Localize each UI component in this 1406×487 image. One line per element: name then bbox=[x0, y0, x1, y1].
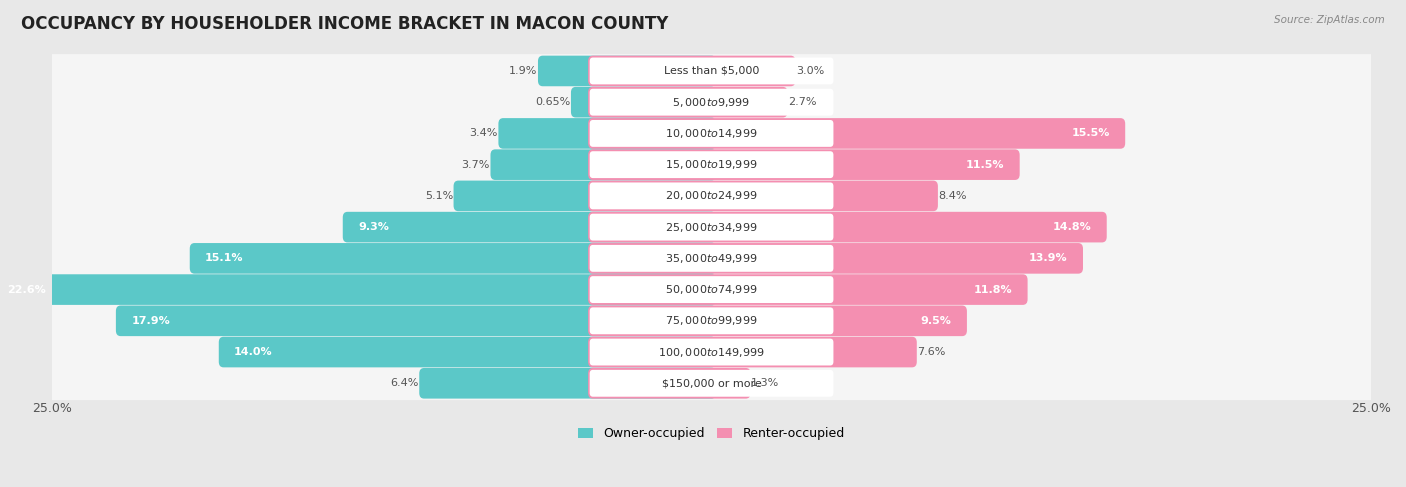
Text: 17.9%: 17.9% bbox=[131, 316, 170, 326]
FancyBboxPatch shape bbox=[45, 366, 1378, 400]
FancyBboxPatch shape bbox=[588, 181, 938, 211]
Text: 11.8%: 11.8% bbox=[974, 284, 1012, 295]
FancyBboxPatch shape bbox=[45, 85, 1378, 119]
Text: 3.4%: 3.4% bbox=[470, 129, 498, 138]
Text: 15.1%: 15.1% bbox=[205, 253, 243, 263]
Text: $75,000 to $99,999: $75,000 to $99,999 bbox=[665, 314, 758, 327]
FancyBboxPatch shape bbox=[219, 337, 716, 367]
FancyBboxPatch shape bbox=[588, 337, 917, 367]
Text: Source: ZipAtlas.com: Source: ZipAtlas.com bbox=[1274, 15, 1385, 25]
Text: $150,000 or more: $150,000 or more bbox=[662, 378, 762, 388]
FancyBboxPatch shape bbox=[45, 148, 1378, 182]
FancyBboxPatch shape bbox=[588, 212, 1107, 243]
FancyBboxPatch shape bbox=[45, 242, 1378, 275]
FancyBboxPatch shape bbox=[589, 89, 834, 115]
Text: 0.65%: 0.65% bbox=[536, 97, 571, 107]
FancyBboxPatch shape bbox=[0, 274, 716, 305]
FancyBboxPatch shape bbox=[589, 151, 834, 178]
Text: 13.9%: 13.9% bbox=[1029, 253, 1067, 263]
FancyBboxPatch shape bbox=[491, 150, 716, 180]
Text: OCCUPANCY BY HOUSEHOLDER INCOME BRACKET IN MACON COUNTY: OCCUPANCY BY HOUSEHOLDER INCOME BRACKET … bbox=[21, 15, 668, 33]
Text: 9.3%: 9.3% bbox=[359, 222, 389, 232]
Text: 14.8%: 14.8% bbox=[1053, 222, 1091, 232]
Text: 1.9%: 1.9% bbox=[509, 66, 537, 76]
FancyBboxPatch shape bbox=[45, 304, 1378, 337]
FancyBboxPatch shape bbox=[538, 56, 716, 86]
Text: 3.0%: 3.0% bbox=[796, 66, 824, 76]
FancyBboxPatch shape bbox=[589, 57, 834, 84]
FancyBboxPatch shape bbox=[498, 118, 716, 149]
Text: $15,000 to $19,999: $15,000 to $19,999 bbox=[665, 158, 758, 171]
Text: 11.5%: 11.5% bbox=[966, 160, 1004, 169]
FancyBboxPatch shape bbox=[588, 87, 787, 117]
FancyBboxPatch shape bbox=[589, 276, 834, 303]
FancyBboxPatch shape bbox=[588, 150, 1019, 180]
Text: $35,000 to $49,999: $35,000 to $49,999 bbox=[665, 252, 758, 265]
FancyBboxPatch shape bbox=[589, 307, 834, 334]
FancyBboxPatch shape bbox=[45, 116, 1378, 150]
Text: 5.1%: 5.1% bbox=[425, 191, 453, 201]
Text: 2.7%: 2.7% bbox=[787, 97, 817, 107]
Text: 8.4%: 8.4% bbox=[938, 191, 967, 201]
Text: 7.6%: 7.6% bbox=[917, 347, 946, 357]
Text: 22.6%: 22.6% bbox=[7, 284, 46, 295]
Text: $50,000 to $74,999: $50,000 to $74,999 bbox=[665, 283, 758, 296]
FancyBboxPatch shape bbox=[45, 210, 1378, 244]
Text: 1.3%: 1.3% bbox=[751, 378, 779, 388]
FancyBboxPatch shape bbox=[190, 243, 716, 274]
Text: $10,000 to $14,999: $10,000 to $14,999 bbox=[665, 127, 758, 140]
Text: 15.5%: 15.5% bbox=[1071, 129, 1109, 138]
Text: $20,000 to $24,999: $20,000 to $24,999 bbox=[665, 189, 758, 203]
FancyBboxPatch shape bbox=[589, 120, 834, 147]
Text: $100,000 to $149,999: $100,000 to $149,999 bbox=[658, 346, 765, 358]
FancyBboxPatch shape bbox=[588, 305, 967, 336]
FancyBboxPatch shape bbox=[588, 56, 796, 86]
FancyBboxPatch shape bbox=[589, 214, 834, 241]
FancyBboxPatch shape bbox=[588, 243, 1083, 274]
FancyBboxPatch shape bbox=[588, 368, 751, 398]
Text: $25,000 to $34,999: $25,000 to $34,999 bbox=[665, 221, 758, 234]
FancyBboxPatch shape bbox=[571, 87, 716, 117]
FancyBboxPatch shape bbox=[45, 179, 1378, 213]
FancyBboxPatch shape bbox=[588, 274, 1028, 305]
FancyBboxPatch shape bbox=[589, 370, 834, 397]
Text: Less than $5,000: Less than $5,000 bbox=[664, 66, 759, 76]
Text: 6.4%: 6.4% bbox=[391, 378, 419, 388]
FancyBboxPatch shape bbox=[589, 245, 834, 272]
Text: 3.7%: 3.7% bbox=[461, 160, 489, 169]
FancyBboxPatch shape bbox=[589, 338, 834, 365]
FancyBboxPatch shape bbox=[588, 118, 1125, 149]
FancyBboxPatch shape bbox=[343, 212, 716, 243]
Text: $5,000 to $9,999: $5,000 to $9,999 bbox=[672, 95, 751, 109]
Text: 25.0%: 25.0% bbox=[1351, 402, 1391, 415]
FancyBboxPatch shape bbox=[45, 54, 1378, 88]
FancyBboxPatch shape bbox=[454, 181, 716, 211]
FancyBboxPatch shape bbox=[419, 368, 716, 398]
Text: 9.5%: 9.5% bbox=[921, 316, 952, 326]
Text: 25.0%: 25.0% bbox=[32, 402, 72, 415]
Legend: Owner-occupied, Renter-occupied: Owner-occupied, Renter-occupied bbox=[574, 422, 849, 445]
FancyBboxPatch shape bbox=[115, 305, 716, 336]
FancyBboxPatch shape bbox=[45, 273, 1378, 306]
Text: 14.0%: 14.0% bbox=[233, 347, 273, 357]
FancyBboxPatch shape bbox=[589, 183, 834, 209]
FancyBboxPatch shape bbox=[45, 335, 1378, 369]
